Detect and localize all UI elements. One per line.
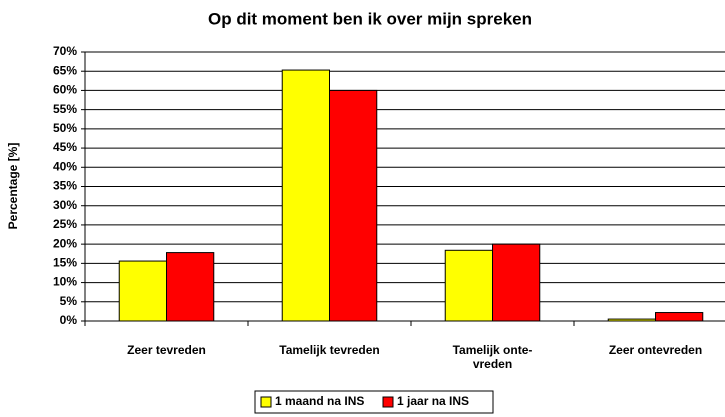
y-tick-label: 50% <box>53 121 77 135</box>
bar <box>444 249 494 322</box>
y-tick-label: 65% <box>53 63 77 77</box>
y-tick-label: 45% <box>53 140 77 154</box>
legend-label: 1 jaar na INS <box>397 394 469 408</box>
y-tick-label: 20% <box>53 236 77 250</box>
x-tick-label: Tamelijk onte-vreden <box>453 343 533 371</box>
legend-box <box>254 390 494 414</box>
y-axis-label: Percentage [%] <box>6 143 20 230</box>
bar <box>281 69 331 322</box>
y-tick-label: 60% <box>53 83 77 97</box>
bar <box>655 312 704 322</box>
y-tick-label: 25% <box>53 217 77 231</box>
y-tick-label: 0% <box>60 313 78 327</box>
x-tick-label: Zeer ontevreden <box>609 343 702 357</box>
legend-swatch <box>382 396 394 408</box>
chart-title: Op dit moment ben ik over mijn spreken <box>208 9 532 28</box>
y-tick-label: 35% <box>53 179 77 193</box>
y-tick-label: 5% <box>60 294 78 308</box>
legend-label: 1 maand na INS <box>275 394 364 408</box>
x-tick-label: Zeer tevreden <box>127 343 206 357</box>
bar <box>118 260 168 322</box>
bar <box>329 89 378 322</box>
y-tick-label: 10% <box>53 275 77 289</box>
y-tick-label: 15% <box>53 256 77 270</box>
bar <box>492 243 541 322</box>
bar <box>166 252 215 322</box>
y-tick-label: 40% <box>53 159 77 173</box>
x-tick-label: Tamelijk tevreden <box>279 343 380 357</box>
legend-swatch <box>260 396 272 408</box>
y-tick-label: 30% <box>53 198 77 212</box>
y-tick-label: 55% <box>53 102 77 116</box>
y-tick-label: 70% <box>53 44 77 58</box>
